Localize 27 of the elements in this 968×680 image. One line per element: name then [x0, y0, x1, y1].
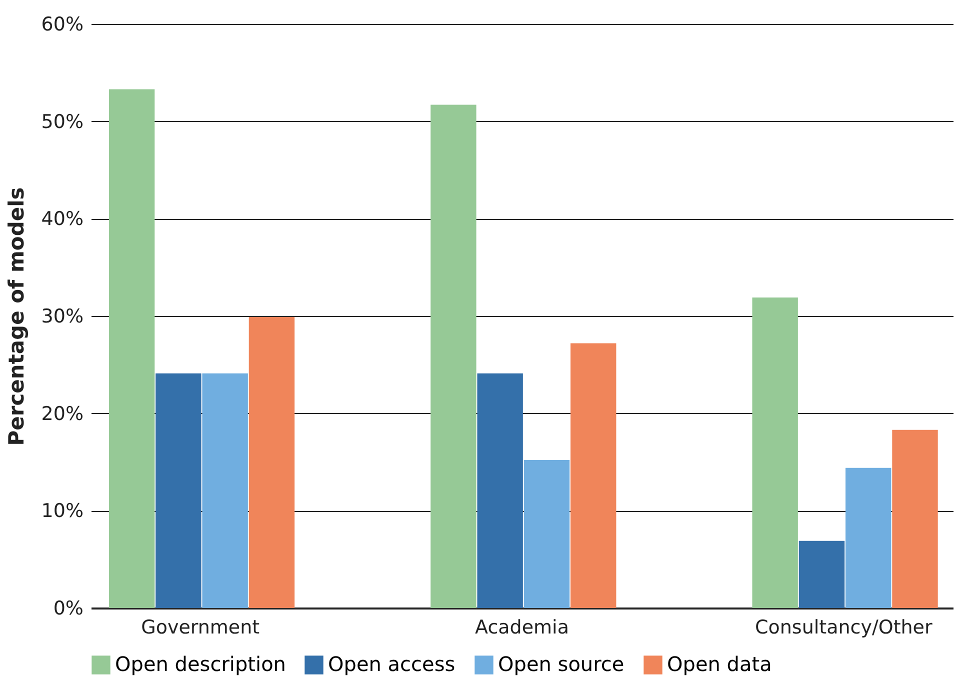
bar: [570, 343, 616, 608]
y-tick-label: 10%: [41, 500, 84, 522]
legend-label: Open source: [498, 652, 624, 676]
bar: [156, 373, 202, 608]
y-tick-label: 50%: [41, 110, 84, 133]
bar: [892, 430, 938, 608]
bar: [798, 540, 845, 608]
bar: [477, 373, 523, 608]
legend-label: Open access: [328, 652, 456, 676]
bar: [430, 104, 476, 608]
y-axis-title: Percentage of models: [4, 187, 28, 446]
y-tick-label: 0%: [53, 598, 84, 620]
y-tick-label: 30%: [41, 306, 84, 328]
y-tick-label: 60%: [41, 14, 84, 36]
bar: [202, 373, 248, 608]
y-tick-label: 40%: [41, 208, 84, 230]
legend-label: Open data: [667, 652, 772, 676]
y-tick-label: 20%: [41, 402, 84, 425]
x-tick-label: Consultancy/Other: [754, 616, 932, 638]
x-tick-label: Academia: [475, 616, 569, 638]
bar: [524, 460, 570, 608]
bar: [846, 468, 892, 608]
bar: [248, 316, 295, 608]
bar: [752, 298, 798, 608]
x-tick-label: Government: [141, 616, 260, 638]
bar: [108, 89, 155, 608]
legend-label: Open description: [115, 652, 286, 676]
